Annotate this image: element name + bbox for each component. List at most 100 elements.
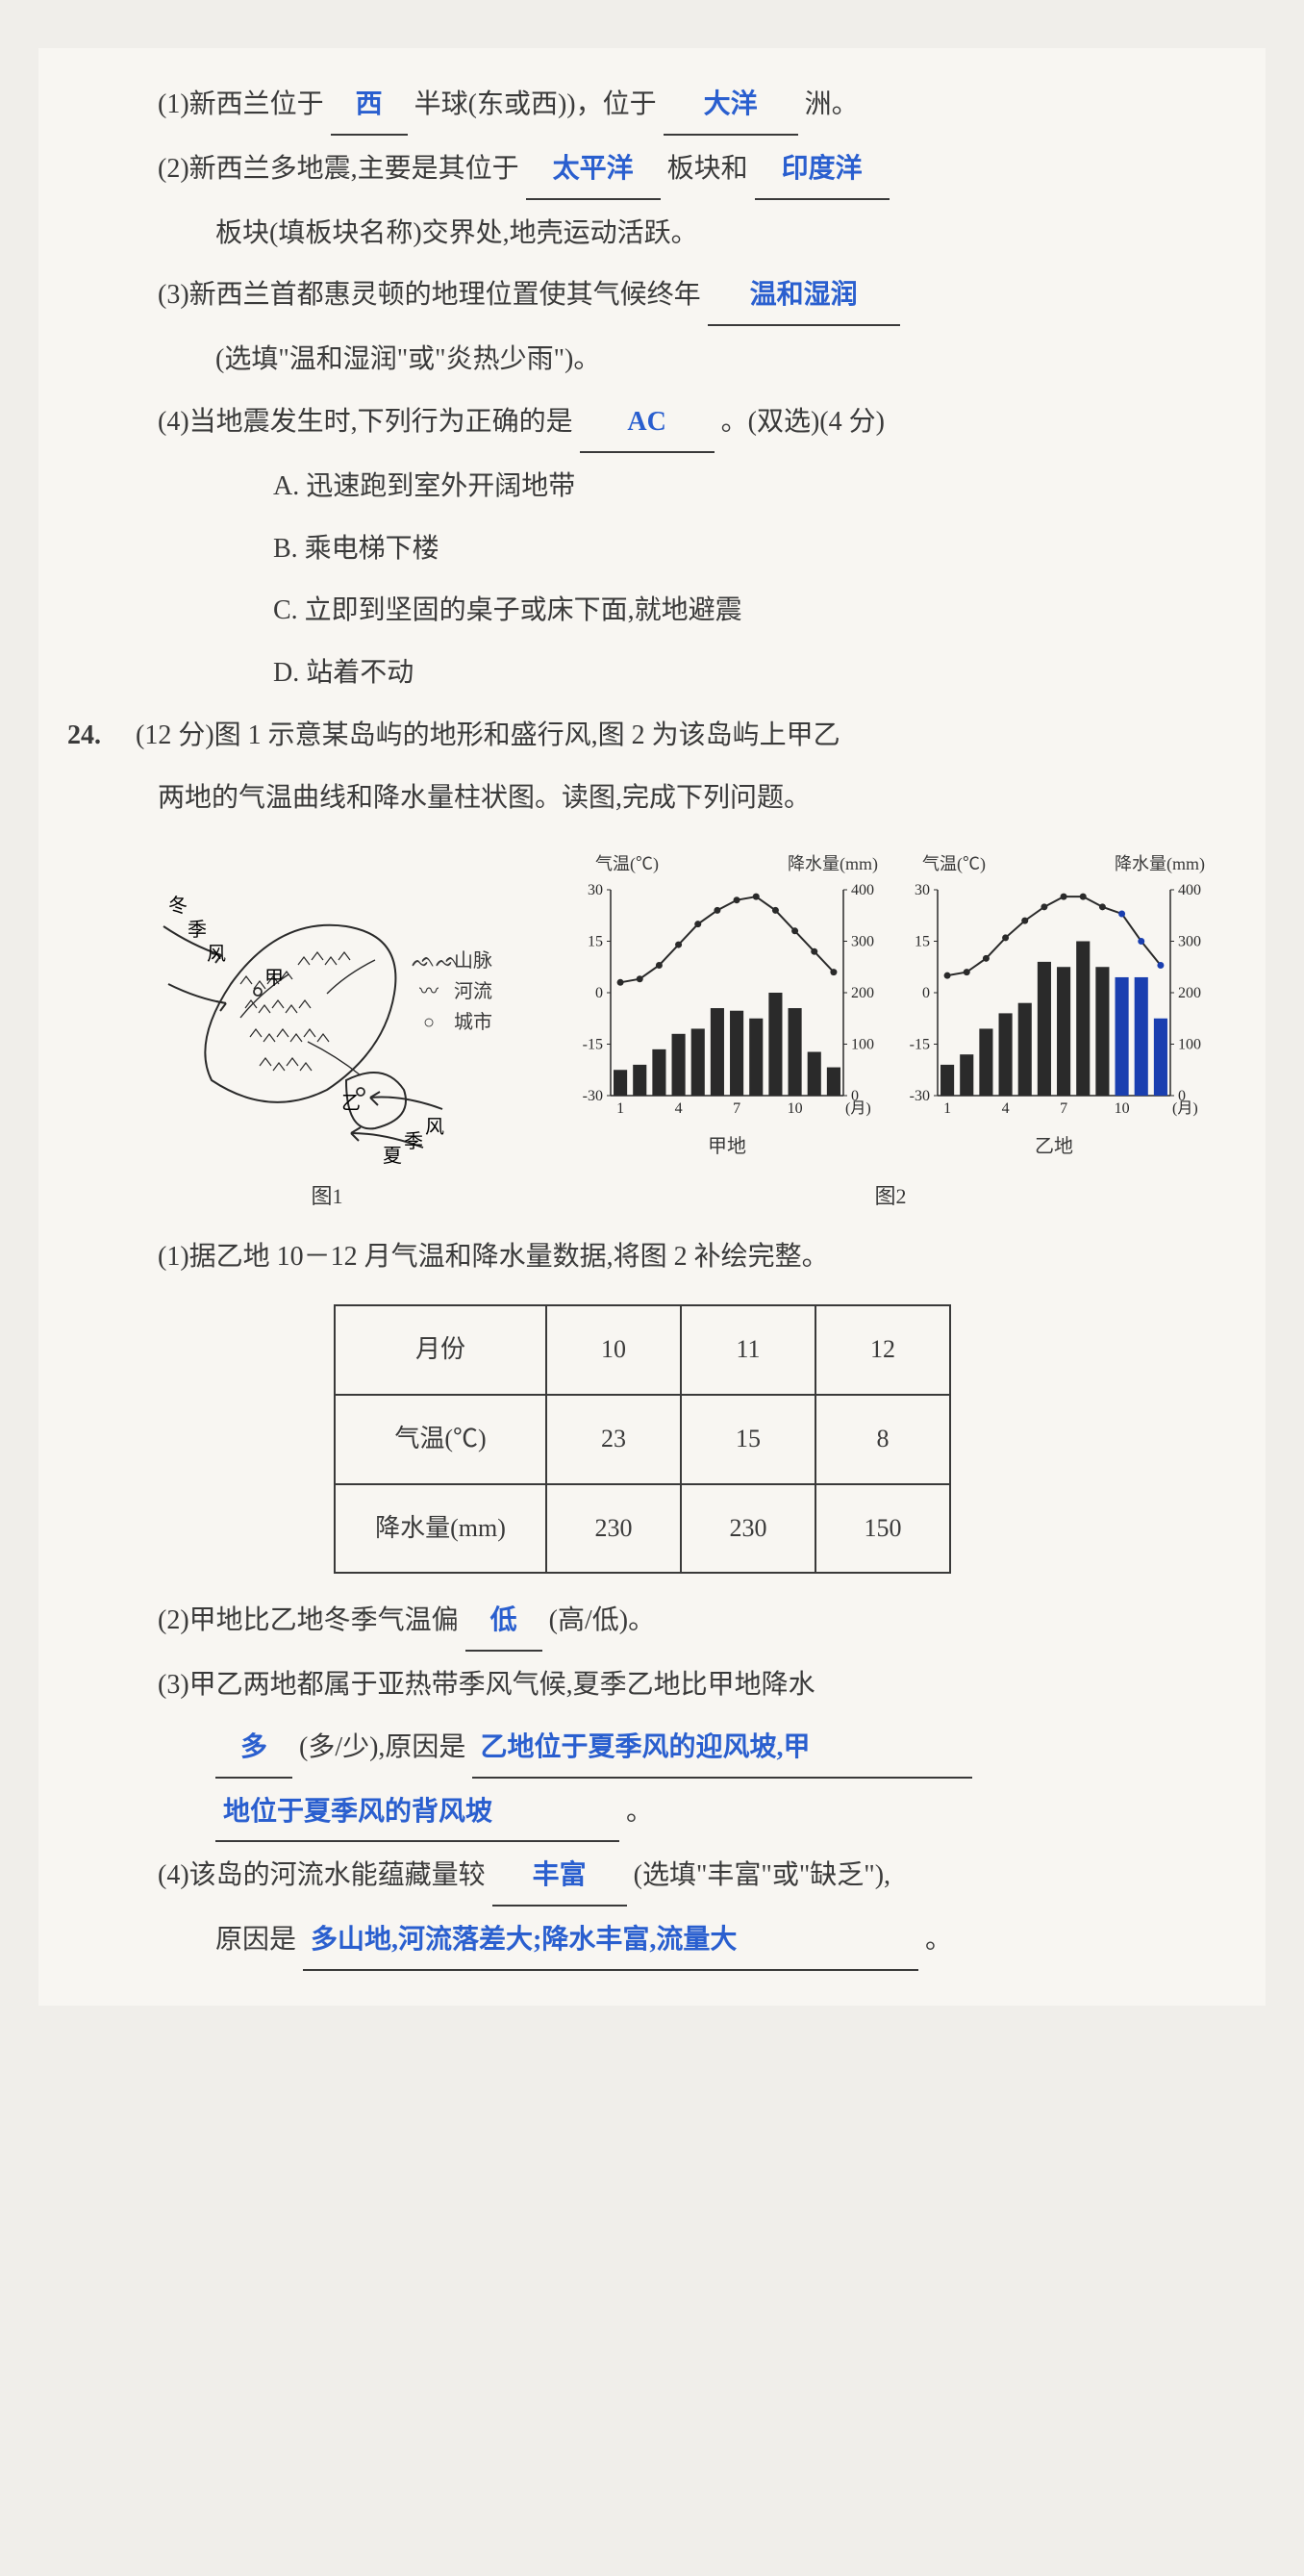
text: 半球(东或西))，位于 (414, 89, 657, 119)
q23-4-optC: C. 立即到坚固的桌子或床下面,就地避震 (67, 583, 1217, 640)
mark-yi: 乙 (341, 1093, 361, 1114)
svg-text:15: 15 (915, 934, 930, 950)
q24-2: (2)甲地比乙地冬季气温偏 低 (高/低)。 (67, 1593, 1217, 1652)
q23-2-line2: 板块(填板块名称)交界处,地壳运动活跃。 (67, 206, 1217, 263)
svg-text:4: 4 (1002, 1100, 1010, 1117)
map-column: 冬 季 风 夏 季 风 甲 乙 ᨒᨒ山脉 〰河流 ○城市 图1 (144, 869, 510, 1219)
q23-3-line2: (选填"温和湿润"或"炎热少雨")。 (67, 332, 1217, 389)
figure-row: 冬 季 风 夏 季 风 甲 乙 ᨒᨒ山脉 〰河流 ○城市 图1 (144, 846, 1217, 1220)
td: 23 (546, 1395, 681, 1484)
blank-plate2[interactable]: 印度洋 (755, 141, 890, 200)
svg-text:400: 400 (851, 884, 874, 898)
td: 10 (546, 1305, 681, 1395)
td: 230 (681, 1484, 815, 1574)
map-legend: ᨒᨒ山脉 〰河流 ○城市 (412, 946, 492, 1038)
chart-yi: 气温(℃) 降水量(mm) 30150-15-30400300200100014… (895, 846, 1213, 1168)
text: 板块和 (667, 154, 748, 184)
mountain-icon: ᨒᨒ (412, 946, 446, 976)
q24-3-line2: 多 (多/少),原因是 乙地位于夏季风的迎风坡,甲 (67, 1720, 1217, 1779)
legend-river: 河流 (454, 976, 492, 1007)
blank-temp-compare[interactable]: 低 (465, 1593, 542, 1652)
text: (选填"温和湿润"或"炎热少雨")。 (215, 344, 600, 374)
precip-axis-label: 降水量(mm) (1115, 846, 1205, 883)
text: (选填"丰富"或"缺乏"), (634, 1860, 890, 1890)
svg-text:0: 0 (922, 985, 930, 1001)
td: 15 (681, 1395, 815, 1484)
svg-text:夏: 夏 (383, 1146, 402, 1167)
q23-1: (1)新西兰位于 西 半球(东或西))，位于 大洋 洲。 (67, 77, 1217, 136)
svg-text:30: 30 (588, 884, 603, 898)
text: (1)新西兰位于 (158, 89, 324, 119)
chart-yi-label: 乙地 (895, 1126, 1213, 1167)
legend-mountain: 山脉 (454, 946, 492, 976)
table-row: 月份 10 11 12 (335, 1305, 950, 1395)
table-row: 气温(℃) 23 15 8 (335, 1395, 950, 1484)
mark-jia: 甲 (264, 968, 284, 989)
blank-hydro[interactable]: 丰富 (492, 1848, 627, 1907)
fig2-caption: 图2 (564, 1174, 1217, 1219)
svg-text:-30: -30 (910, 1088, 930, 1104)
text: (2)甲地比乙地冬季气温偏 (158, 1605, 459, 1635)
td: 11 (681, 1305, 815, 1395)
text: (多/少),原因是 (299, 1732, 465, 1762)
svg-text:100: 100 (1178, 1037, 1201, 1053)
blank-reason-a[interactable]: 乙地位于夏季风的迎风坡,甲 (472, 1720, 972, 1779)
q24-number: 24. (67, 708, 129, 765)
svg-text:(月): (月) (845, 1100, 871, 1117)
q23-4-optB: B. 乘电梯下楼 (67, 521, 1217, 578)
td: 12 (815, 1305, 950, 1395)
fig1-caption: 图1 (144, 1174, 510, 1219)
table-row: 降水量(mm) 230 230 150 (335, 1484, 950, 1574)
blank-climate[interactable]: 温和湿润 (708, 267, 900, 326)
svg-text:7: 7 (733, 1100, 740, 1117)
svg-text:4: 4 (675, 1100, 683, 1117)
text: 原因是 (215, 1925, 296, 1955)
svg-text:10: 10 (1115, 1100, 1130, 1117)
q23-2-line1: (2)新西兰多地震,主要是其位于 太平洋 板块和 印度洋 (67, 141, 1217, 200)
text: 洲。 (805, 89, 859, 119)
text: (4)当地震发生时,下列行为正确的是 (158, 407, 573, 437)
blank-plate1[interactable]: 太平洋 (526, 141, 661, 200)
text: 。(双选)(4 分) (721, 407, 885, 437)
blank-precip-compare[interactable]: 多 (215, 1720, 292, 1779)
svg-text:1: 1 (943, 1100, 951, 1117)
th-precip: 降水量(mm) (335, 1484, 546, 1574)
blank-earthquake-ans[interactable]: AC (580, 394, 715, 453)
legend-city: 城市 (454, 1007, 492, 1038)
blank-reason-b[interactable]: 地位于夏季风的背风坡 (215, 1784, 619, 1843)
charts-column: 气温(℃) 降水量(mm) 30150-15-30400300200100014… (564, 846, 1217, 1220)
svg-text:7: 7 (1060, 1100, 1067, 1117)
temp-axis-label: 气温(℃) (595, 846, 659, 883)
svg-text:季: 季 (404, 1130, 423, 1152)
worksheet-page: (1)新西兰位于 西 半球(东或西))，位于 大洋 洲。 (2)新西兰多地震,主… (38, 48, 1266, 2006)
q24-4-line2: 原因是 多山地,河流落差大;降水丰富,流量大 。 (67, 1912, 1217, 1971)
q24-3-line1: (3)甲乙两地都属于亚热带季风气候,夏季乙地比甲地降水 (67, 1657, 1217, 1714)
svg-text:季: 季 (188, 919, 207, 941)
svg-text:-15: -15 (910, 1037, 930, 1053)
blank-hemisphere[interactable]: 西 (331, 77, 408, 136)
svg-text:(月): (月) (1172, 1100, 1198, 1117)
text: (12 分)图 1 示意某岛屿的地形和盛行风,图 2 为该岛屿上甲乙 (136, 720, 840, 750)
svg-text:10: 10 (788, 1100, 803, 1117)
svg-text:200: 200 (1178, 985, 1201, 1001)
chart-jia-label: 甲地 (568, 1126, 886, 1167)
svg-text:30: 30 (915, 884, 930, 898)
precip-axis-label: 降水量(mm) (788, 846, 878, 883)
q24-3-line3: 地位于夏季风的背风坡 。 (67, 1784, 1217, 1843)
svg-text:-15: -15 (583, 1037, 603, 1053)
city-icon: ○ (412, 1007, 446, 1038)
td: 230 (546, 1484, 681, 1574)
th-month: 月份 (335, 1305, 546, 1395)
q23-4-line1: (4)当地震发生时,下列行为正确的是 AC 。(双选)(4 分) (67, 394, 1217, 453)
island-map: 冬 季 风 夏 季 风 甲 乙 ᨒᨒ山脉 〰河流 ○城市 (154, 869, 500, 1167)
q24-4-line1: (4)该岛的河流水能蕴藏量较 丰富 (选填"丰富"或"缺乏"), (67, 1848, 1217, 1907)
q23-4-optA: A. 迅速跑到室外开阔地带 (67, 459, 1217, 516)
q24-head-line1: 24. (12 分)图 1 示意某岛屿的地形和盛行风,图 2 为该岛屿上甲乙 (67, 708, 1217, 765)
temp-axis-label: 气温(℃) (922, 846, 986, 883)
q23-4-optD: D. 站着不动 (67, 645, 1217, 702)
blank-hydro-reason[interactable]: 多山地,河流落差大;降水丰富,流量大 (303, 1912, 918, 1971)
blank-continent[interactable]: 大洋 (664, 77, 798, 136)
text: (高/低)。 (549, 1605, 655, 1635)
svg-text:风: 风 (207, 944, 226, 965)
svg-text:-30: -30 (583, 1088, 603, 1104)
